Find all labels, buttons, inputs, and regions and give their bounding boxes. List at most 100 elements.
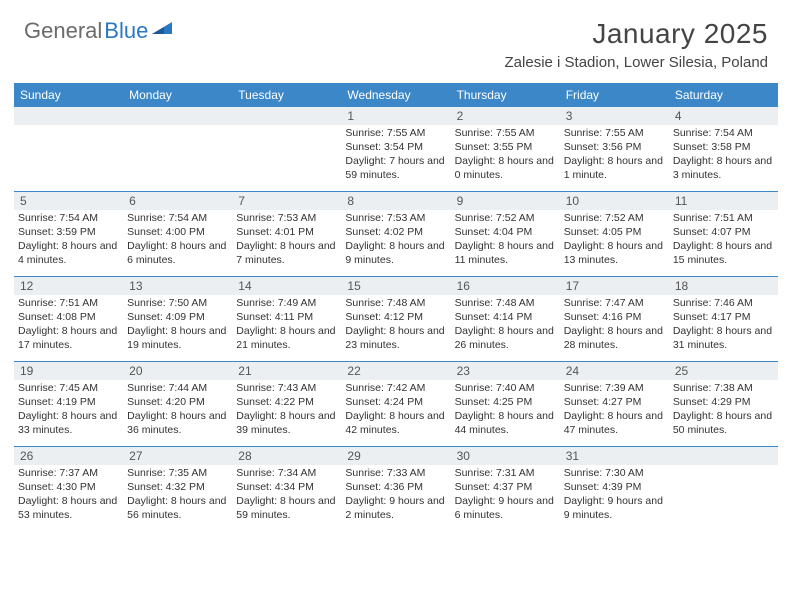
day-details: Sunrise: 7:44 AMSunset: 4:20 PMDaylight:…: [123, 382, 232, 441]
dow-wednesday: Wednesday: [341, 83, 450, 107]
day-cell: 18 Sunrise: 7:46 AMSunset: 4:17 PMDayligh…: [669, 277, 778, 361]
daylight-line: Daylight: 8 hours and 13 minutes.: [564, 240, 665, 268]
sunrise-line: Sunrise: 7:35 AM: [127, 467, 228, 481]
calendar: SundayMondayTuesdayWednesdayThursdayFrid…: [14, 83, 778, 531]
dow-saturday: Saturday: [669, 83, 778, 107]
sunset-line: Sunset: 3:59 PM: [18, 226, 119, 240]
sunrise-line: Sunrise: 7:43 AM: [236, 382, 337, 396]
sunset-line: Sunset: 3:58 PM: [673, 141, 774, 155]
day-number: [14, 107, 123, 125]
week-row: 12Sunrise: 7:51 AMSunset: 4:08 PMDayligh…: [14, 277, 778, 362]
empty-cell: [123, 107, 232, 191]
daylight-line: Daylight: 8 hours and 21 minutes.: [236, 325, 337, 353]
sunset-line: Sunset: 4:11 PM: [236, 311, 337, 325]
day-number: 17: [560, 277, 669, 295]
daylight-line: Daylight: 8 hours and 39 minutes.: [236, 410, 337, 438]
sunset-line: Sunset: 4:27 PM: [564, 396, 665, 410]
day-details: Sunrise: 7:54 AMSunset: 3:58 PMDaylight:…: [669, 127, 778, 186]
sunrise-line: Sunrise: 7:51 AM: [18, 297, 119, 311]
day-details: Sunrise: 7:39 AMSunset: 4:27 PMDaylight:…: [560, 382, 669, 441]
day-details: Sunrise: 7:55 AMSunset: 3:54 PMDaylight:…: [341, 127, 450, 186]
daylight-line: Daylight: 8 hours and 42 minutes.: [345, 410, 446, 438]
title-block: January 2025 Zalesie i Stadion, Lower Si…: [505, 18, 768, 71]
empty-cell: [669, 447, 778, 531]
day-cell: 12Sunrise: 7:51 AMSunset: 4:08 PMDayligh…: [14, 277, 123, 361]
day-details: Sunrise: 7:55 AMSunset: 3:56 PMDaylight:…: [560, 127, 669, 186]
daylight-line: Daylight: 8 hours and 6 minutes.: [127, 240, 228, 268]
sunset-line: Sunset: 4:37 PM: [455, 481, 556, 495]
day-details: Sunrise: 7:46 AMSunset: 4:17 PMDaylight:…: [669, 297, 778, 356]
day-number: 27: [123, 447, 232, 465]
day-details: Sunrise: 7:34 AMSunset: 4:34 PMDaylight:…: [232, 467, 341, 526]
day-number: 18: [669, 277, 778, 295]
day-details: Sunrise: 7:53 AMSunset: 4:01 PMDaylight:…: [232, 212, 341, 271]
sunrise-line: Sunrise: 7:54 AM: [127, 212, 228, 226]
sunset-line: Sunset: 4:24 PM: [345, 396, 446, 410]
daylight-line: Daylight: 8 hours and 50 minutes.: [673, 410, 774, 438]
day-cell: 25Sunrise: 7:38 AMSunset: 4:29 PMDayligh…: [669, 362, 778, 446]
sunrise-line: Sunrise: 7:34 AM: [236, 467, 337, 481]
sunrise-line: Sunrise: 7:49 AM: [236, 297, 337, 311]
day-number: 25: [669, 362, 778, 380]
day-number: 7: [232, 192, 341, 210]
daylight-line: Daylight: 8 hours and 47 minutes.: [564, 410, 665, 438]
day-number: 26: [14, 447, 123, 465]
sunrise-line: Sunrise: 7:42 AM: [345, 382, 446, 396]
sunset-line: Sunset: 4:34 PM: [236, 481, 337, 495]
daylight-line: Daylight: 8 hours and 26 minutes.: [455, 325, 556, 353]
daylight-line: Daylight: 8 hours and 23 minutes.: [345, 325, 446, 353]
day-details: Sunrise: 7:40 AMSunset: 4:25 PMDaylight:…: [451, 382, 560, 441]
daylight-line: Daylight: 7 hours and 59 minutes.: [345, 155, 446, 183]
day-cell: 13Sunrise: 7:50 AMSunset: 4:09 PMDayligh…: [123, 277, 232, 361]
day-details: Sunrise: 7:45 AMSunset: 4:19 PMDaylight:…: [14, 382, 123, 441]
day-details: Sunrise: 7:30 AMSunset: 4:39 PMDaylight:…: [560, 467, 669, 526]
day-cell: 2Sunrise: 7:55 AMSunset: 3:55 PMDaylight…: [451, 107, 560, 191]
day-number: 22: [341, 362, 450, 380]
sunset-line: Sunset: 4:36 PM: [345, 481, 446, 495]
logo-flag-icon: [152, 20, 172, 36]
day-number: 4: [669, 107, 778, 125]
day-details: Sunrise: 7:53 AMSunset: 4:02 PMDaylight:…: [341, 212, 450, 271]
day-number: 20: [123, 362, 232, 380]
day-number: 31: [560, 447, 669, 465]
sunrise-line: Sunrise: 7:37 AM: [18, 467, 119, 481]
daylight-line: Daylight: 8 hours and 56 minutes.: [127, 495, 228, 523]
day-cell: 15Sunrise: 7:48 AMSunset: 4:12 PMDayligh…: [341, 277, 450, 361]
day-details: Sunrise: 7:37 AMSunset: 4:30 PMDaylight:…: [14, 467, 123, 526]
day-cell: 24Sunrise: 7:39 AMSunset: 4:27 PMDayligh…: [560, 362, 669, 446]
day-cell: 19 Sunrise: 7:45 AMSunset: 4:19 PMDayligh…: [14, 362, 123, 446]
sunrise-line: Sunrise: 7:40 AM: [455, 382, 556, 396]
day-details: Sunrise: 7:54 AMSunset: 4:00 PMDaylight:…: [123, 212, 232, 271]
daylight-line: Daylight: 8 hours and 53 minutes.: [18, 495, 119, 523]
day-cell: 4 Sunrise: 7:54 AMSunset: 3:58 PMDaylight…: [669, 107, 778, 191]
day-cell: 16Sunrise: 7:48 AMSunset: 4:14 PMDayligh…: [451, 277, 560, 361]
sunset-line: Sunset: 4:00 PM: [127, 226, 228, 240]
day-number: [669, 447, 778, 465]
day-cell: 28Sunrise: 7:34 AMSunset: 4:34 PMDayligh…: [232, 447, 341, 531]
day-number: 19: [14, 362, 123, 380]
sunset-line: Sunset: 4:05 PM: [564, 226, 665, 240]
day-cell: 14Sunrise: 7:49 AMSunset: 4:11 PMDayligh…: [232, 277, 341, 361]
sunset-line: Sunset: 4:25 PM: [455, 396, 556, 410]
sunrise-line: Sunrise: 7:45 AM: [18, 382, 119, 396]
header: GeneralBlue January 2025 Zalesie i Stadi…: [0, 0, 792, 79]
sunrise-line: Sunrise: 7:52 AM: [455, 212, 556, 226]
sunset-line: Sunset: 4:39 PM: [564, 481, 665, 495]
sunrise-line: Sunrise: 7:31 AM: [455, 467, 556, 481]
daylight-line: Daylight: 9 hours and 9 minutes.: [564, 495, 665, 523]
day-number: 1: [341, 107, 450, 125]
day-number: 29: [341, 447, 450, 465]
daylight-line: Daylight: 8 hours and 0 minutes.: [455, 155, 556, 183]
day-details: Sunrise: 7:54 AMSunset: 3:59 PMDaylight:…: [14, 212, 123, 271]
day-number: 10: [560, 192, 669, 210]
day-details: Sunrise: 7:49 AMSunset: 4:11 PMDaylight:…: [232, 297, 341, 356]
sunset-line: Sunset: 4:02 PM: [345, 226, 446, 240]
month-title: January 2025: [505, 18, 768, 50]
sunset-line: Sunset: 4:04 PM: [455, 226, 556, 240]
day-number: 6: [123, 192, 232, 210]
daylight-line: Daylight: 8 hours and 28 minutes.: [564, 325, 665, 353]
sunset-line: Sunset: 4:22 PM: [236, 396, 337, 410]
daylight-line: Daylight: 8 hours and 44 minutes.: [455, 410, 556, 438]
day-details: Sunrise: 7:48 AMSunset: 4:12 PMDaylight:…: [341, 297, 450, 356]
day-cell: 26 Sunrise: 7:37 AMSunset: 4:30 PMDayligh…: [14, 447, 123, 531]
